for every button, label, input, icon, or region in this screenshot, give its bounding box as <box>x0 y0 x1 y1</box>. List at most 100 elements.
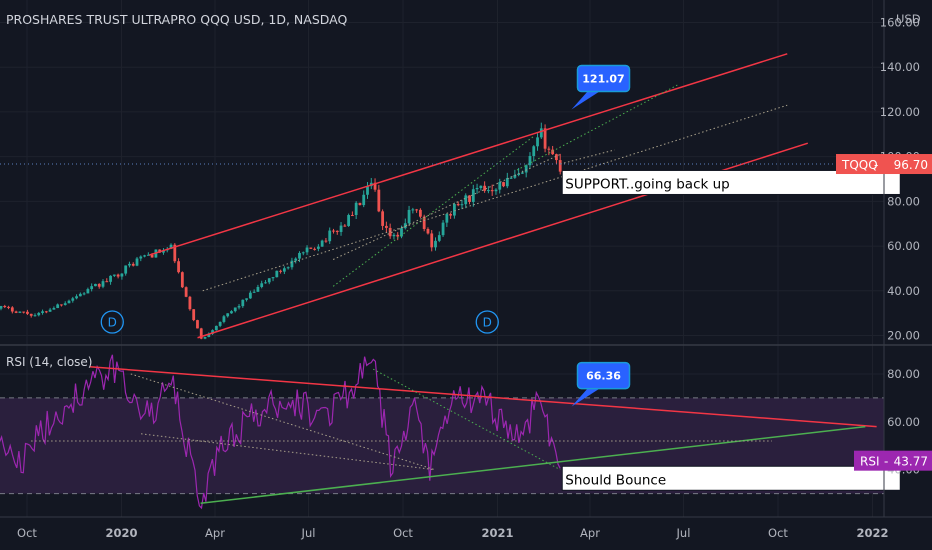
candle-body <box>63 303 67 305</box>
candle-body <box>505 178 509 187</box>
candle-body <box>358 202 362 206</box>
candle-body <box>97 283 101 287</box>
candle-body <box>298 252 301 259</box>
price-tag-separator: - <box>874 158 878 172</box>
candle-body <box>282 268 286 272</box>
green-dotted-line[interactable] <box>332 136 534 287</box>
candle-body <box>162 250 165 253</box>
time-tick-label: Jul <box>676 526 691 540</box>
candle-body <box>105 281 109 283</box>
chart-annotations[interactable]: 121.07 SUPPORT..going back up 66.36 Should … <box>100 64 901 491</box>
green-trend-line[interactable] <box>200 425 866 504</box>
candle-body <box>290 260 294 268</box>
candle-body <box>33 315 37 317</box>
candle-body <box>139 256 143 259</box>
candle-body <box>264 282 267 284</box>
candle-body <box>196 320 199 329</box>
candle-body <box>430 233 434 248</box>
candle-body <box>109 275 112 282</box>
grey-dotted-line[interactable] <box>140 433 435 471</box>
candle-body <box>143 255 146 257</box>
candle-body <box>422 216 426 229</box>
candle-body <box>7 306 10 308</box>
candle-body <box>362 194 366 206</box>
candle-body <box>551 149 555 155</box>
time-tick-label: Apr <box>580 526 600 540</box>
candle-body <box>347 215 351 226</box>
candle-body <box>86 289 90 294</box>
candle-body <box>339 225 343 232</box>
candle-body <box>316 246 320 249</box>
candle-body <box>532 146 536 157</box>
price-tick-label: 80.00 <box>887 194 920 208</box>
candle-body <box>26 311 29 314</box>
candle-body <box>388 227 392 237</box>
candle-body <box>445 214 449 223</box>
candle-body <box>180 272 184 288</box>
candle-body <box>434 240 437 248</box>
candle-body <box>237 306 241 308</box>
candle-body <box>116 274 120 277</box>
candle-body <box>248 292 252 299</box>
candle-body <box>169 244 173 249</box>
candle-body <box>490 190 494 192</box>
dividend-marker[interactable] <box>100 310 124 334</box>
candle-body <box>18 311 22 313</box>
candle-body <box>286 267 290 269</box>
candle-body <box>177 261 180 273</box>
candle-body <box>218 321 222 326</box>
candle-body <box>509 177 513 179</box>
candle-body <box>558 160 562 172</box>
support-note-box[interactable] <box>561 169 901 195</box>
rsi-tag-symbol: RSI <box>860 455 880 469</box>
dividend-marker[interactable] <box>475 310 499 334</box>
candle-body <box>479 185 483 189</box>
rsi-callout-text: 66.36 <box>586 370 621 383</box>
candle-body <box>252 291 256 293</box>
grey-dotted-line[interactable] <box>332 153 561 260</box>
candle-body <box>226 313 230 317</box>
candle-body <box>150 254 154 258</box>
candle-body <box>407 209 411 224</box>
red-trend-line[interactable] <box>89 366 877 428</box>
candle-body <box>245 298 248 300</box>
candle-body <box>411 209 415 211</box>
rsi-tag <box>854 450 932 471</box>
rsi-callout-box[interactable] <box>576 361 631 390</box>
candle-body <box>350 215 354 217</box>
candle-body <box>309 247 313 249</box>
drawing-tools[interactable] <box>31 53 877 504</box>
price-callout-pointer <box>571 91 600 110</box>
candle-body <box>456 204 460 206</box>
candle-body <box>124 265 128 274</box>
grey-dotted-line[interactable] <box>560 149 615 165</box>
candle-body <box>101 281 105 287</box>
bounce-note-box[interactable] <box>561 465 901 491</box>
candle-body <box>487 190 490 192</box>
price-callout-box[interactable] <box>576 64 631 93</box>
candle-body <box>335 230 339 232</box>
candle-body <box>475 188 479 190</box>
candle-body <box>256 286 260 292</box>
rsi-line <box>0 354 561 510</box>
candle-body <box>3 306 7 308</box>
rsi-tag-separator: - <box>884 455 888 469</box>
time-axis[interactable]: Oct 2020 Apr Jul Oct 2021 Apr Jul Oct 2022 <box>17 526 888 540</box>
rsi-title: RSI (14, close) <box>6 355 92 369</box>
candle-body <box>294 258 298 261</box>
grey-dotted-line[interactable] <box>130 373 436 471</box>
candle-body <box>377 189 381 212</box>
green-dotted-line[interactable] <box>372 368 561 471</box>
candle-body <box>418 209 422 217</box>
candle-body <box>313 248 316 250</box>
red-channel-line[interactable] <box>149 53 788 256</box>
candle-body <box>471 189 475 202</box>
candle-body <box>483 185 487 191</box>
candle-body <box>82 293 86 295</box>
candle-body <box>324 240 328 242</box>
support-note-text: SUPPORT..going back up <box>565 176 729 192</box>
rsi-tick-label: 60.00 <box>887 415 920 429</box>
candle-body <box>56 304 60 309</box>
